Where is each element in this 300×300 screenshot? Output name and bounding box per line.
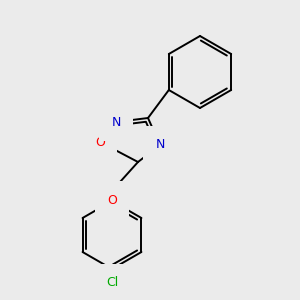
Text: Cl: Cl [106,277,118,290]
Text: O: O [107,194,117,206]
Text: O: O [95,136,105,148]
Text: N: N [155,139,165,152]
Text: N: N [111,116,121,128]
